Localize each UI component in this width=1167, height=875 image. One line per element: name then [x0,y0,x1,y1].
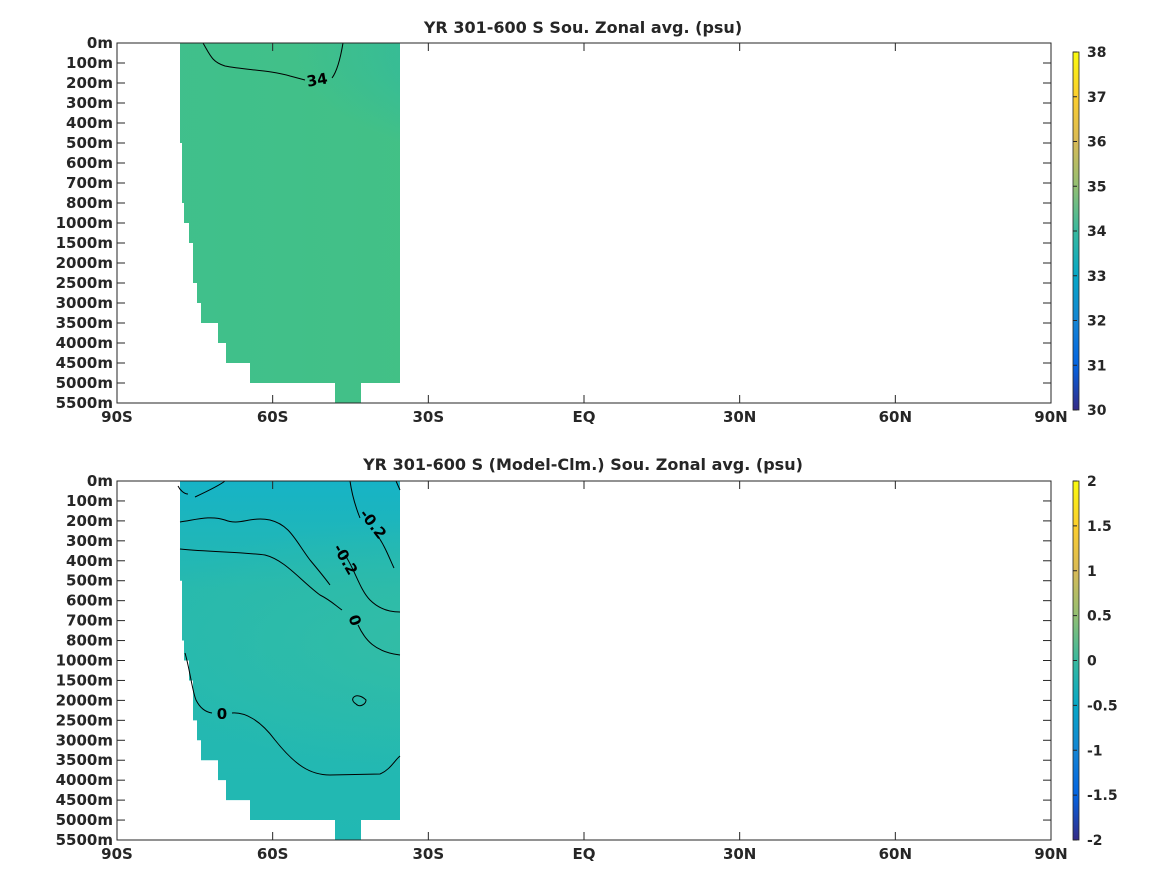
panel-top-x-axis: 90S 60S 30S EQ 30N 60N 90N [101,43,1068,426]
panel-top-title: YR 301-600 S Sou. Zonal avg. (psu) [423,18,742,37]
panel-bottom-title: YR 301-600 S (Model-Clm.) Sou. Zonal avg… [362,455,803,474]
contour-line-0-b [344,554,401,613]
y-tick-label: 100m [66,54,113,72]
y-tick-label: 3000m [56,294,113,312]
y-tick-label: 200m [66,74,113,92]
y-tick-label: 4000m [56,334,113,352]
y-tick-label: 400m [66,552,113,570]
y-tick-label: 700m [66,174,113,192]
y-tick-label: 3000m [56,731,113,749]
colorbar-tick-label: 1 [1087,564,1097,580]
contour-line-0-a [179,548,401,656]
colorbar-tick-label: -1.5 [1087,788,1118,804]
panel-bottom-heatmap [180,481,400,840]
x-tick-label: 60S [257,845,289,863]
panel-top-y-axis: 0m 100m 200m 300m 400m 500m 600m 700m 800m 1000m 1… [56,34,1051,412]
contour-label: 0 [217,705,227,723]
x-tick-label: 90S [101,845,133,863]
x-tick-label: 30S [412,845,444,863]
y-tick-label: 1500m [56,234,113,252]
y-tick-label: 300m [66,94,113,112]
y-tick-label: 5500m [56,831,113,849]
colorbar-tick-label: 30 [1087,403,1107,419]
y-tick-label: 600m [66,154,113,172]
colorbar-tick-label: -0.5 [1087,698,1118,714]
y-tick-label: 5000m [56,811,113,829]
panel-bottom-colorbar-ticks: 2 1.5 1 0.5 0 -0.5 -1 -1.5 -2 [1073,474,1118,849]
contour-line-34 [202,42,344,81]
y-tick-label: 5000m [56,374,113,392]
x-tick-label: 60S [257,408,289,426]
y-tick-label: 2000m [56,691,113,709]
colorbar-tick-label: 2 [1087,474,1097,490]
colorbar-tick-label: -2 [1087,833,1103,849]
panel-bottom-x-axis: 90S 60S 30S EQ 30N 60N 90N [101,481,1068,863]
y-tick-label: 3500m [56,751,113,769]
x-tick-label: 90N [1034,845,1067,863]
y-tick-label: 3500m [56,314,113,332]
y-tick-label: 600m [66,592,113,610]
y-tick-label: 800m [66,632,113,650]
panel-top: YR 301-600 S Sou. Zonal avg. (psu) 34 0m… [56,18,1107,426]
y-tick-label: 1000m [56,652,113,670]
x-tick-label: 30S [412,408,444,426]
contour-label: 34 [305,69,329,90]
y-tick-label: 4500m [56,354,113,372]
y-tick-label: 5500m [56,394,113,412]
colorbar-tick-label: 0.5 [1087,609,1112,625]
y-tick-label: 0m [87,34,113,52]
colorbar-tick-label: -1 [1087,743,1103,759]
x-tick-label: 60N [879,408,912,426]
colorbar-tick-label: 0 [1087,654,1097,670]
contour-line-0-c [184,652,401,776]
x-tick-label: EQ [573,845,596,863]
y-tick-label: 1000m [56,214,113,232]
x-tick-label: 30N [723,408,756,426]
y-tick-label: 4500m [56,791,113,809]
y-tick-label: 200m [66,512,113,530]
colorbar-tick-label: 38 [1087,45,1106,61]
y-tick-label: 2500m [56,274,113,292]
x-tick-label: 60N [879,845,912,863]
panel-top-heatmap [180,43,400,403]
panel-bottom-y-axis: 0m 100m 200m 300m 400m 500m 600m 700m 800m 1000m1… [56,472,1051,849]
panel-bottom: YR 301-600 S (Model-Clm.) Sou. Zonal avg… [56,455,1118,863]
x-tick-label: 30N [723,845,756,863]
y-tick-label: 500m [66,572,113,590]
colorbar-tick-label: 35 [1087,179,1106,195]
y-tick-label: 400m [66,114,113,132]
panel-top-colorbar-ticks: 38 37 36 35 34 33 32 31 30 [1073,45,1107,419]
y-tick-label: 500m [66,134,113,152]
colorbar-tick-label: 34 [1087,224,1107,240]
y-tick-label: 1500m [56,671,113,689]
x-tick-label: 90S [101,408,133,426]
y-tick-label: 100m [66,492,113,510]
colorbar-tick-label: 1.5 [1087,519,1112,535]
colorbar-tick-label: 33 [1087,269,1106,285]
y-tick-label: 2000m [56,254,113,272]
colorbar-tick-label: 36 [1087,135,1106,151]
colorbar-tick-label: 37 [1087,90,1106,106]
y-tick-label: 800m [66,194,113,212]
contour-line-0-e [177,480,401,498]
contour-line-neg02-a [349,480,395,569]
y-tick-label: 0m [87,472,113,490]
contour-line-neg02-b [179,517,331,586]
y-tick-label: 4000m [56,771,113,789]
y-tick-label: 700m [66,612,113,630]
x-tick-label: 90N [1034,408,1067,426]
x-tick-label: EQ [573,408,596,426]
colorbar-tick-label: 31 [1087,358,1106,374]
contour-line-0-d [352,695,367,707]
y-tick-label: 300m [66,532,113,550]
colorbar-tick-label: 32 [1087,314,1106,330]
y-tick-label: 2500m [56,711,113,729]
